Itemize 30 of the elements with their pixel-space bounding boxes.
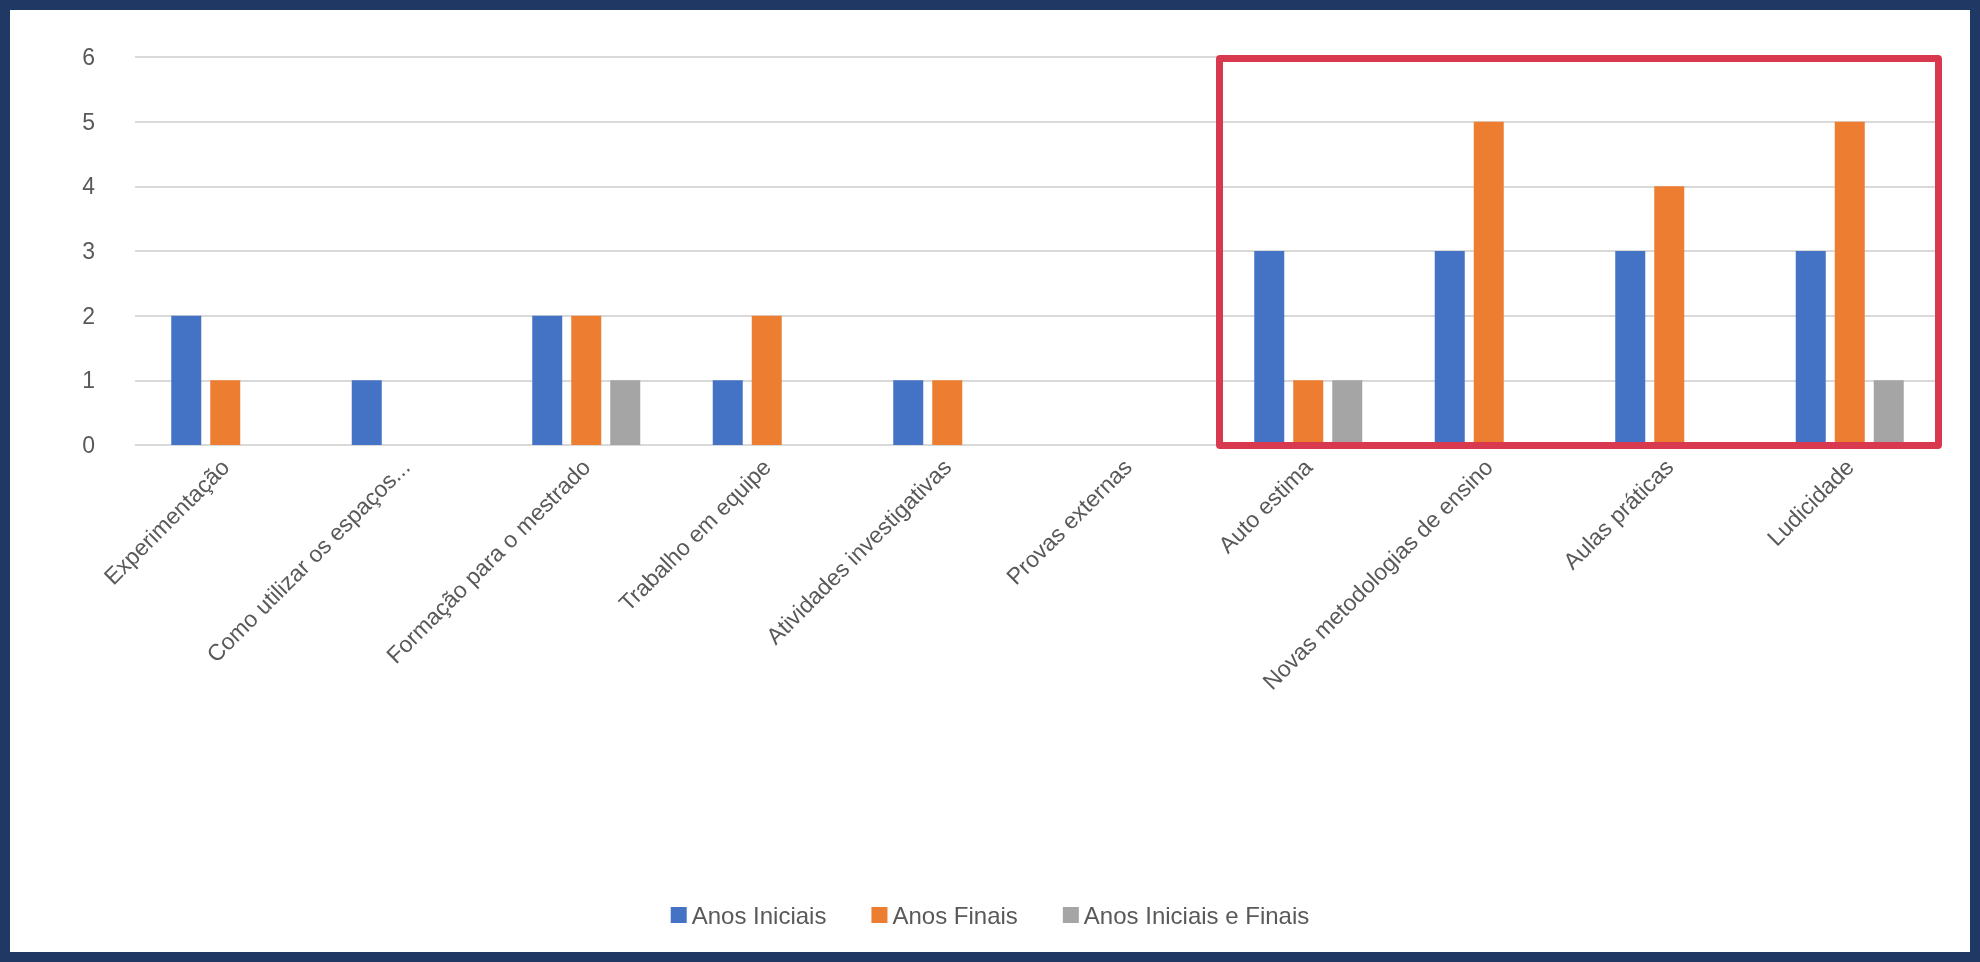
y-tick-label: 4 [82, 173, 96, 200]
bar [171, 315, 202, 445]
y-tick-label: 0 [82, 432, 95, 458]
bar [893, 380, 924, 445]
bar [610, 380, 641, 445]
bar [532, 315, 563, 445]
y-tick-label: 2 [82, 302, 95, 329]
bar [751, 315, 782, 445]
bar [1834, 121, 1865, 445]
bar [210, 380, 241, 445]
bar [712, 380, 743, 445]
bar [1615, 251, 1646, 445]
bar [1254, 251, 1285, 445]
y-tick-label: 5 [82, 108, 95, 135]
y-tick-label: 1 [82, 367, 95, 394]
bar [1873, 380, 1904, 445]
legend-label: Anos Finais [892, 901, 1018, 929]
bar [1434, 251, 1465, 445]
bar [1795, 251, 1826, 445]
y-tick-label: 3 [82, 238, 95, 264]
bar [1332, 380, 1363, 445]
bar [1473, 121, 1504, 445]
legend-label: Anos Iniciais e Finais [1083, 901, 1310, 929]
legend-label: Anos Iniciais [691, 901, 827, 929]
bar [1293, 380, 1324, 445]
bar [932, 380, 963, 445]
y-tick-label: 6 [82, 44, 95, 70]
bar [1654, 186, 1685, 445]
bar [351, 380, 382, 445]
bar [571, 315, 602, 445]
